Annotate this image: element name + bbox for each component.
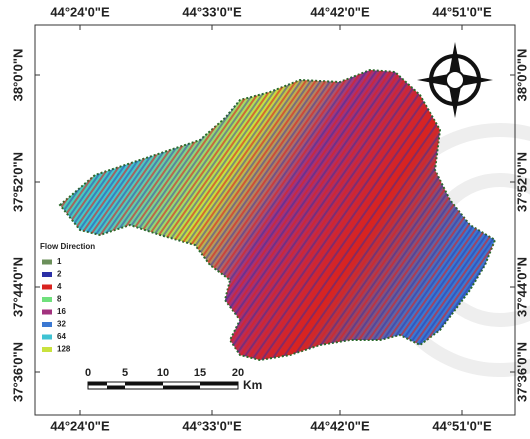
legend-label: 32 (57, 320, 66, 329)
scale-label: 20 (232, 367, 244, 379)
top-coordinate: 44°24'0"E (50, 4, 110, 19)
legend-swatch (42, 310, 52, 315)
bottom-coordinate: 44°42'0"E (310, 418, 370, 433)
legend-swatch (42, 260, 52, 265)
right-coordinate: 38°0'0"N (514, 49, 529, 102)
bottom-coordinate: 44°33'0"E (182, 418, 242, 433)
legend-swatch (42, 285, 52, 290)
right-coordinate: 37°52'0"N (514, 152, 529, 212)
north-arrow (417, 42, 493, 118)
right-coordinate: 37°36'0"N (514, 342, 529, 402)
scale-label: 10 (157, 367, 169, 379)
basin-texture (60, 70, 495, 360)
scale-bar (88, 382, 238, 389)
legend-label: 16 (57, 307, 66, 316)
legend-swatch (42, 347, 52, 352)
legend-label: 4 (57, 282, 62, 291)
legend-swatch (42, 335, 52, 340)
legend-swatch (42, 297, 52, 302)
right-coordinate: 37°44'0"N (514, 257, 529, 317)
legend-label: 128 (57, 345, 71, 354)
legend-swatch (42, 272, 52, 277)
scale-label: 5 (122, 367, 128, 379)
legend-title: Flow Direction (40, 242, 95, 251)
top-coordinate: 44°33'0"E (182, 4, 242, 19)
scale-label: 0 (85, 367, 91, 379)
legend-label: 64 (57, 332, 66, 341)
scale-unit: Km (243, 378, 262, 392)
legend-swatch (42, 322, 52, 327)
basin (60, 70, 495, 360)
scale-label: 15 (194, 367, 206, 379)
bottom-coordinate: 44°24'0"E (50, 418, 110, 433)
top-coordinate: 44°42'0"E (310, 4, 370, 19)
left-coordinate: 38°0'0"N (10, 49, 25, 102)
legend-label: 8 (57, 295, 62, 304)
top-coordinate: 44°51'0"E (432, 4, 492, 19)
left-coordinate: 37°36'0"N (10, 342, 25, 402)
legend-label: 1 (57, 257, 62, 266)
left-coordinate: 37°44'0"N (10, 257, 25, 317)
legend-label: 2 (57, 270, 62, 279)
map-figure: Flow Direction 44°24'0"E 44°33'0"E 44°42'0… (0, 0, 530, 439)
left-coordinate: 37°52'0"N (10, 152, 25, 212)
bottom-coordinate: 44°51'0"E (432, 418, 492, 433)
